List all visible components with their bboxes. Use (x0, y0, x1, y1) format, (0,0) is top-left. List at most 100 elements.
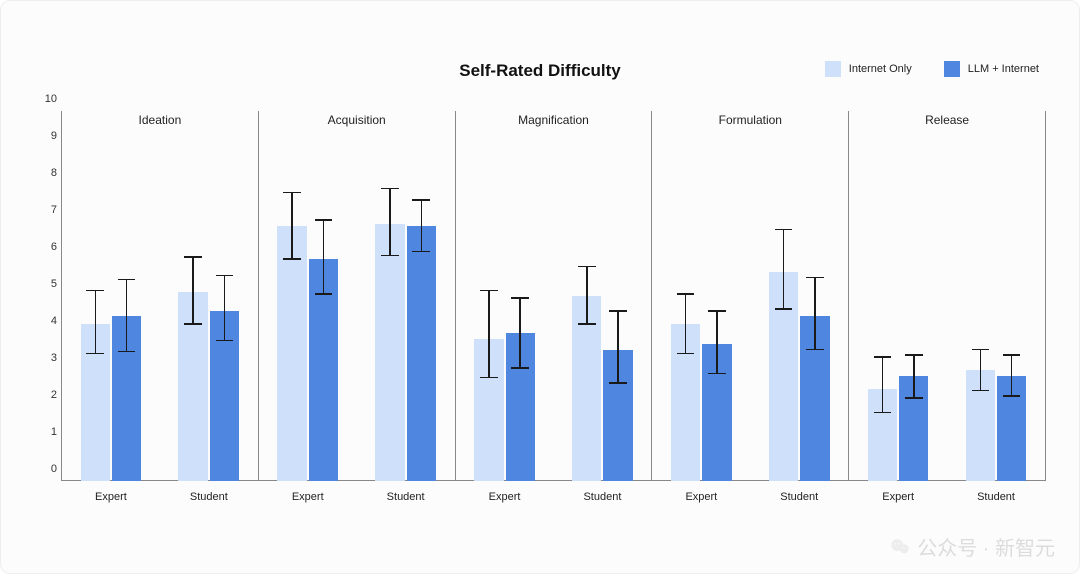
legend-label-internet-only: Internet Only (849, 63, 912, 75)
error-cap (480, 290, 498, 292)
error-cap (609, 382, 627, 384)
error-cap (806, 349, 824, 351)
error-bar (980, 350, 982, 391)
error-cap (874, 412, 892, 414)
error-bar (586, 266, 588, 323)
error-cap (609, 310, 627, 312)
error-cap (184, 323, 202, 325)
error-bar (95, 290, 97, 353)
error-cap (184, 256, 202, 258)
panel-ideation: IdeationExpertStudent (61, 111, 258, 481)
error-cap (412, 199, 430, 201)
error-bar (488, 290, 490, 377)
error-cap (216, 275, 234, 277)
error-cap (86, 353, 104, 355)
legend-item-llm-internet: LLM + Internet (944, 61, 1039, 77)
error-cap (1003, 395, 1021, 397)
error-cap (412, 251, 430, 253)
error-bar (389, 189, 391, 256)
error-cap (381, 255, 399, 257)
group-expert: Expert (62, 111, 160, 481)
error-cap (118, 279, 136, 281)
group-expert: Expert (259, 111, 357, 481)
error-cap (118, 351, 136, 353)
y-tick-label: 8 (51, 167, 57, 179)
error-bar (1011, 355, 1013, 396)
error-cap (905, 354, 923, 356)
bar (407, 226, 436, 481)
error-bar (783, 229, 785, 309)
error-cap (480, 377, 498, 379)
error-cap (578, 323, 596, 325)
error-cap (315, 293, 333, 295)
legend: Internet Only LLM + Internet (825, 61, 1039, 77)
error-cap (283, 192, 301, 194)
error-cap (86, 290, 104, 292)
group-expert: Expert (849, 111, 947, 481)
error-cap (216, 340, 234, 342)
group-label: Expert (456, 491, 554, 503)
group-student: Student (947, 111, 1045, 481)
y-tick-label: 9 (51, 130, 57, 142)
legend-label-llm-internet: LLM + Internet (968, 63, 1039, 75)
error-cap (775, 308, 793, 310)
error-cap (708, 373, 726, 375)
error-cap (315, 219, 333, 221)
group-label: Student (947, 491, 1045, 503)
error-cap (972, 390, 990, 392)
group-label: Student (357, 491, 455, 503)
bar (277, 226, 306, 481)
group-label: Student (553, 491, 651, 503)
group-label: Expert (849, 491, 947, 503)
bar (375, 224, 404, 481)
panel-formulation: FormulationExpertStudent (651, 111, 848, 481)
group-student: Student (160, 111, 258, 481)
y-tick-label: 10 (45, 93, 57, 105)
group-expert: Expert (652, 111, 750, 481)
error-bar (291, 192, 293, 259)
panel-acquisition: AcquisitionExpertStudent (258, 111, 455, 481)
panels-container: IdeationExpertStudentAcquisitionExpertSt… (61, 111, 1046, 481)
group-student: Student (553, 111, 651, 481)
y-tick-label: 7 (51, 204, 57, 216)
y-tick-label: 1 (51, 426, 57, 438)
error-cap (806, 277, 824, 279)
panel-magnification: MagnificationExpertStudent (455, 111, 652, 481)
y-tick-label: 3 (51, 352, 57, 364)
error-cap (677, 293, 695, 295)
group-label: Expert (62, 491, 160, 503)
group-label: Expert (259, 491, 357, 503)
chart-frame: Self-Rated Difficulty Internet Only LLM … (0, 0, 1080, 574)
error-bar (192, 257, 194, 324)
legend-swatch-llm-internet (944, 61, 960, 77)
error-cap (708, 310, 726, 312)
group-label: Student (750, 491, 848, 503)
wechat-icon (889, 536, 911, 558)
error-cap (905, 397, 923, 399)
chart-area: 012345678910 IdeationExpertStudentAcquis… (61, 111, 1046, 481)
error-cap (578, 266, 596, 268)
error-bar (224, 276, 226, 341)
error-bar (519, 298, 521, 368)
y-tick-label: 0 (51, 463, 57, 475)
error-cap (381, 188, 399, 190)
error-bar (323, 220, 325, 294)
watermark-text: 公众号 · 新智元 (917, 532, 1055, 561)
error-cap (775, 229, 793, 231)
error-cap (511, 297, 529, 299)
panel-release: ReleaseExpertStudent (848, 111, 1046, 481)
group-student: Student (750, 111, 848, 481)
error-cap (283, 258, 301, 260)
y-tick-label: 5 (51, 278, 57, 290)
error-bar (685, 294, 687, 353)
error-bar (882, 357, 884, 413)
legend-item-internet-only: Internet Only (825, 61, 912, 77)
error-cap (972, 349, 990, 351)
error-bar (126, 279, 128, 351)
error-bar (913, 355, 915, 398)
error-cap (1003, 354, 1021, 356)
error-cap (511, 367, 529, 369)
error-bar (421, 200, 423, 252)
y-tick-label: 2 (51, 389, 57, 401)
group-label: Expert (652, 491, 750, 503)
